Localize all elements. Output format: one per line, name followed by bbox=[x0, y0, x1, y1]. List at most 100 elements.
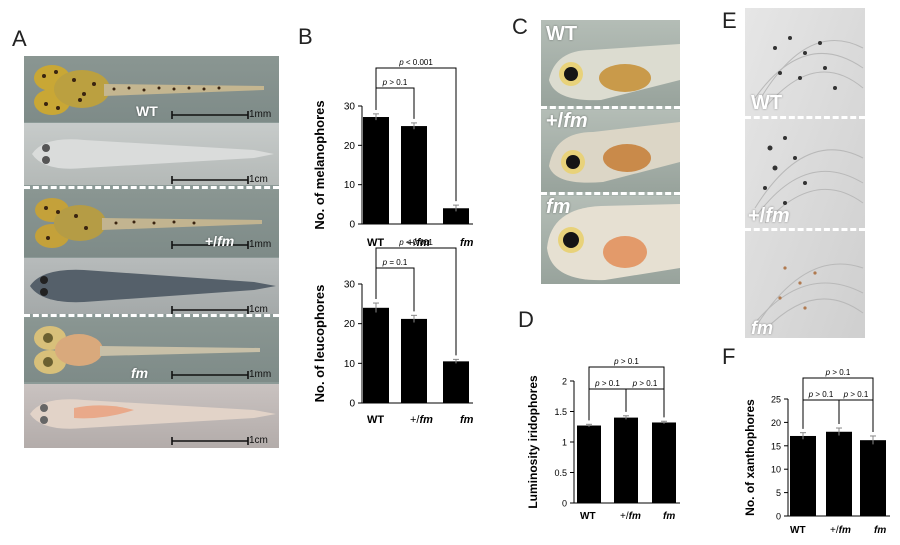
chart-2-pvalue-1-p: p bbox=[398, 238, 404, 247]
chart-3-ytick-label-1: 0.5 bbox=[554, 468, 567, 478]
panel-e-label-het: +/fm bbox=[748, 205, 790, 228]
chart-4-pvalue-2-rest: > 0.1 bbox=[830, 368, 851, 377]
panel-c-label-fm: fm bbox=[546, 196, 571, 218]
chart-4-ytick-label-2: 10 bbox=[771, 465, 781, 475]
chart-2-ytick-label-1: 10 bbox=[344, 359, 356, 370]
chart-3-pvalue-1-rest: > 0.1 bbox=[637, 379, 658, 388]
panel-label-e: E bbox=[722, 8, 737, 33]
chart-2-pvalue-0: p = 0.1 bbox=[382, 258, 408, 267]
chart-3-bar-2 bbox=[652, 422, 676, 503]
chart-4-pvalue-0-p: p bbox=[808, 390, 814, 399]
chart-1-bar-2 bbox=[443, 208, 469, 224]
chart-2-category-1-fm: fm bbox=[419, 414, 433, 426]
chart-4-bracket-2 bbox=[802, 377, 874, 432]
panel-e-divider-1 bbox=[745, 116, 865, 119]
panel-c-label-het-plus: +/ bbox=[546, 110, 564, 132]
chart-1-ylabel: No. of melanophores bbox=[312, 100, 327, 229]
chart-3-category-1-prefix: +/ bbox=[620, 511, 629, 522]
chart-3-category-0: WT bbox=[580, 511, 596, 522]
chart-2-category-2: fm bbox=[460, 414, 474, 426]
chart-2-category-2-fm: fm bbox=[460, 414, 474, 426]
chart-2-category-1-prefix: +/ bbox=[410, 414, 420, 426]
chart-1-pvalue-0: p > 0.1 bbox=[382, 78, 408, 87]
chart-1-category-0: WT bbox=[367, 237, 384, 249]
chart-1-pvalue-1-rest: < 0.001 bbox=[404, 58, 434, 67]
chart-3-ytick-label-2: 1 bbox=[562, 438, 567, 448]
chart-4-category-0: WT bbox=[790, 525, 806, 536]
panel-a-scale-2: 1cm bbox=[249, 174, 268, 185]
panel-c-divider-2 bbox=[541, 192, 680, 195]
chart-1-category-1-fm: fm bbox=[416, 237, 430, 249]
panel-c-label-het: +/fm bbox=[546, 110, 588, 133]
panel-e-label-het-plus: +/ bbox=[748, 205, 766, 227]
chart-4-ytick-label-4: 20 bbox=[771, 418, 781, 428]
panel-label-c: C bbox=[512, 14, 528, 39]
panel-label-f: F bbox=[722, 344, 736, 369]
chart-1-bracket-1 bbox=[375, 67, 457, 202]
chart-1-category-2-fm: fm bbox=[460, 237, 474, 249]
chart-4-pvalue-1: p > 0.1 bbox=[843, 390, 869, 399]
chart-4-bar-1 bbox=[826, 431, 852, 516]
chart-4-ytick-label-1: 5 bbox=[776, 488, 781, 498]
panel-a-scale-6: 1cm bbox=[249, 435, 268, 446]
chart-2-category-0: WT bbox=[367, 414, 384, 426]
chart-3-category-2-fm: fm bbox=[663, 511, 675, 522]
chart-1-bar-0 bbox=[363, 117, 389, 224]
chart-2-ytick-label-0: 0 bbox=[349, 399, 355, 410]
chart-3-bracket-0 bbox=[588, 388, 627, 421]
chart-2-pvalue-1-rest: < 0.001 bbox=[404, 238, 434, 247]
chart-2-bar-1 bbox=[401, 318, 427, 403]
chart-3-ytick-label-4: 2 bbox=[562, 377, 567, 387]
panel-a-label-wt: WT bbox=[136, 103, 158, 119]
chart-3-pvalue-0: p > 0.1 bbox=[594, 379, 620, 388]
chart-1-ytick-label-1: 10 bbox=[344, 180, 356, 191]
chart-3-pvalue-1: p > 0.1 bbox=[632, 379, 658, 388]
chart-4-bar-2 bbox=[860, 440, 886, 516]
chart-2-bar-0 bbox=[363, 307, 389, 403]
chart-4-pvalue-0-rest: > 0.1 bbox=[813, 390, 834, 399]
chart-1-pvalue-0-rest: > 0.1 bbox=[387, 78, 408, 87]
chart-2-bracket-1 bbox=[375, 247, 457, 356]
chart-1-category-2: fm bbox=[460, 237, 474, 249]
panel-a-divider-2 bbox=[24, 314, 279, 317]
chart-4-bar-0 bbox=[790, 435, 816, 516]
panel-c-divider-1 bbox=[541, 106, 680, 109]
panel-a-scale-1: 1mm bbox=[249, 109, 272, 120]
chart-1-bracket-0 bbox=[375, 87, 415, 119]
panel-c-label-wt: WT bbox=[546, 23, 578, 45]
chart-4-ytick-label-0: 0 bbox=[776, 512, 781, 522]
chart-1-pvalue-0-p: p bbox=[382, 78, 388, 87]
panel-a-photo bbox=[24, 56, 279, 448]
chart-3-bar-0 bbox=[577, 425, 601, 503]
chart-4-category-1-prefix: +/ bbox=[830, 525, 839, 536]
chart-4-category-2-fm: fm bbox=[874, 525, 886, 536]
chart-2-ytick-label-2: 20 bbox=[344, 319, 356, 330]
chart-4-category-1: +/fm bbox=[830, 525, 851, 536]
chart-4-bracket-0 bbox=[802, 399, 840, 429]
chart-4-pvalue-1-p: p bbox=[843, 390, 849, 399]
chart-2-pvalue-0-p: p bbox=[382, 258, 388, 267]
chart-3-ytick-label-3: 1.5 bbox=[554, 407, 567, 417]
chart-1-bar-1 bbox=[401, 126, 427, 224]
panel-a-label-het-fm: fm bbox=[217, 233, 235, 249]
chart-4-ytick-label-5: 25 bbox=[771, 395, 781, 405]
panel-a-label-het: +/fm bbox=[205, 233, 234, 249]
chart-2-bracket-0 bbox=[375, 267, 415, 312]
chart-4-category-1-fm: fm bbox=[839, 525, 851, 536]
chart-3-pvalue-2-rest: > 0.1 bbox=[619, 357, 640, 366]
chart-1-ytick-label-3: 30 bbox=[344, 102, 356, 113]
chart-2-bar-2 bbox=[443, 361, 469, 403]
chart-3-category-1: +/fm bbox=[620, 511, 641, 522]
panel-a-label-het-plus: +/ bbox=[205, 233, 218, 249]
chart-4-pvalue-1-rest: > 0.1 bbox=[848, 390, 869, 399]
panel-e-label-fm: fm bbox=[751, 318, 773, 338]
chart-2-ylabel: No. of leucophores bbox=[312, 285, 327, 403]
chart-1-pvalue-1: p < 0.001 bbox=[398, 58, 433, 67]
panel-a-scale-3: 1mm bbox=[249, 239, 272, 250]
panel-a-divider-1 bbox=[24, 186, 279, 189]
chart-1-ytick-label-0: 0 bbox=[349, 220, 355, 231]
panel-a-label-fm: fm bbox=[131, 365, 149, 381]
panel-c-label-het-fm: fm bbox=[563, 110, 588, 132]
chart-4-pvalue-2: p > 0.1 bbox=[825, 368, 851, 377]
